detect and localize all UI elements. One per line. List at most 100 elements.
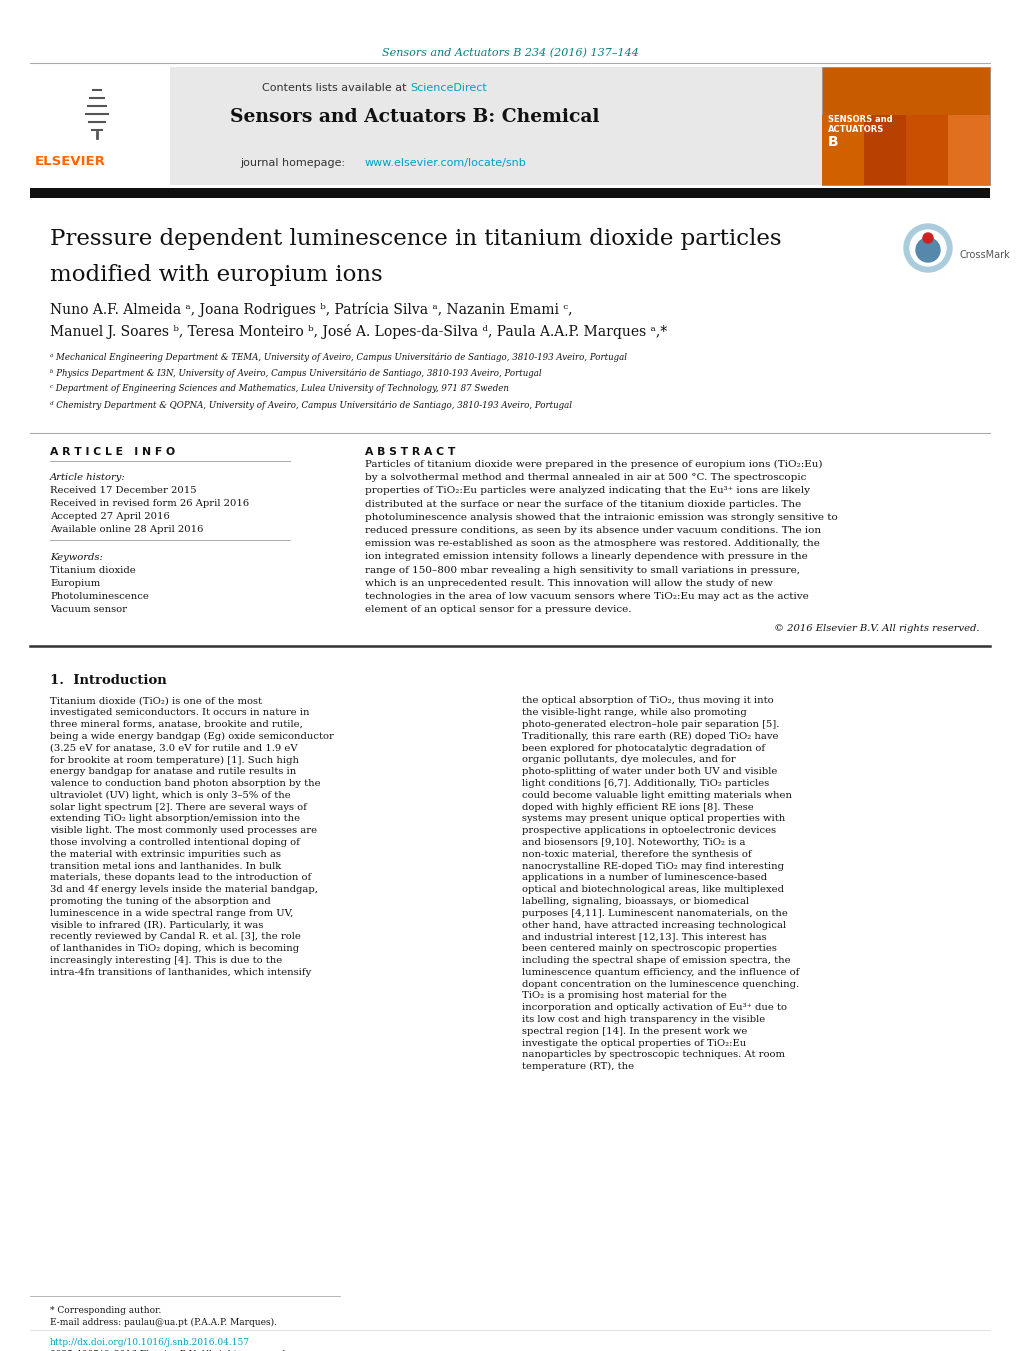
FancyBboxPatch shape [30,68,170,185]
Text: technologies in the area of low vacuum sensors where TiO₂:Eu may act as the acti: technologies in the area of low vacuum s… [365,592,808,601]
FancyBboxPatch shape [821,115,863,185]
Text: ACTUATORS: ACTUATORS [827,126,883,134]
Text: valence to conduction band photon absorption by the: valence to conduction band photon absorp… [50,780,320,788]
Text: its low cost and high transparency in the visible: its low cost and high transparency in th… [522,1015,764,1024]
Text: modified with europium ions: modified with europium ions [50,263,382,286]
Text: reduced pressure conditions, as seen by its absence under vacuum conditions. The: reduced pressure conditions, as seen by … [365,526,820,535]
Text: Particles of titanium dioxide were prepared in the presence of europium ions (Ti: Particles of titanium dioxide were prepa… [365,459,821,469]
Text: the material with extrinsic impurities such as: the material with extrinsic impurities s… [50,850,280,859]
Text: luminescence in a wide spectral range from UV,: luminescence in a wide spectral range fr… [50,909,293,917]
Circle shape [903,224,951,272]
Text: E-mail address: paulau@ua.pt (P.A.A.P. Marques).: E-mail address: paulau@ua.pt (P.A.A.P. M… [50,1319,277,1327]
Text: TiO₂ is a promising host material for the: TiO₂ is a promising host material for th… [522,992,726,1000]
Text: including the spectral shape of emission spectra, the: including the spectral shape of emission… [522,957,790,965]
Text: of lanthanides in TiO₂ doping, which is becoming: of lanthanides in TiO₂ doping, which is … [50,944,299,954]
Text: solar light spectrum [2]. There are several ways of: solar light spectrum [2]. There are seve… [50,802,307,812]
FancyBboxPatch shape [947,115,989,185]
Text: prospective applications in optoelectronic devices: prospective applications in optoelectron… [522,827,775,835]
Text: recently reviewed by Candal R. et al. [3], the role: recently reviewed by Candal R. et al. [3… [50,932,301,942]
Text: range of 150–800 mbar revealing a high sensitivity to small variations in pressu: range of 150–800 mbar revealing a high s… [365,566,799,574]
Text: Contents lists available at: Contents lists available at [262,82,410,93]
Text: nanoparticles by spectroscopic techniques. At room: nanoparticles by spectroscopic technique… [522,1050,785,1059]
Text: Pressure dependent luminescence in titanium dioxide particles: Pressure dependent luminescence in titan… [50,228,781,250]
Text: incorporation and optically activation of Eu³⁺ due to: incorporation and optically activation o… [522,1004,787,1012]
Text: emission was re-established as soon as the atmosphere was restored. Additionally: emission was re-established as soon as t… [365,539,819,549]
Text: spectral region [14]. In the present work we: spectral region [14]. In the present wor… [522,1027,747,1036]
Text: dopant concentration on the luminescence quenching.: dopant concentration on the luminescence… [522,979,798,989]
Text: the visible-light range, while also promoting: the visible-light range, while also prom… [522,708,746,717]
Circle shape [909,230,945,266]
Text: ᶜ Department of Engineering Sciences and Mathematics, Lulea University of Techno: ᶜ Department of Engineering Sciences and… [50,384,508,393]
Text: Titanium dioxide: Titanium dioxide [50,566,136,576]
Text: been explored for photocatalytic degradation of: been explored for photocatalytic degrada… [522,743,764,753]
Text: materials, these dopants lead to the introduction of: materials, these dopants lead to the int… [50,873,311,882]
Text: organic pollutants, dye molecules, and for: organic pollutants, dye molecules, and f… [522,755,735,765]
Text: and biosensors [9,10]. Noteworthy, TiO₂ is a: and biosensors [9,10]. Noteworthy, TiO₂ … [522,838,745,847]
Text: doped with highly efficient RE ions [8]. These: doped with highly efficient RE ions [8].… [522,802,753,812]
Text: ELSEVIER: ELSEVIER [35,155,106,168]
Text: applications in a number of luminescence-based: applications in a number of luminescence… [522,873,766,882]
Text: and industrial interest [12,13]. This interest has: and industrial interest [12,13]. This in… [522,932,766,942]
Text: ᵇ Physics Department & I3N, University of Aveiro, Campus Universitário de Santia: ᵇ Physics Department & I3N, University o… [50,367,541,377]
Text: labelling, signaling, bioassays, or biomedical: labelling, signaling, bioassays, or biom… [522,897,748,907]
FancyBboxPatch shape [905,115,947,185]
Text: Article history:: Article history: [50,473,125,482]
FancyBboxPatch shape [821,68,989,185]
Text: which is an unprecedented result. This innovation will allow the study of new: which is an unprecedented result. This i… [365,578,772,588]
Text: the optical absorption of TiO₂, thus moving it into: the optical absorption of TiO₂, thus mov… [522,696,772,705]
Text: Photoluminescence: Photoluminescence [50,592,149,601]
Text: (3.25 eV for anatase, 3.0 eV for rutile and 1.9 eV: (3.25 eV for anatase, 3.0 eV for rutile … [50,743,298,753]
Text: visible to infrared (IR). Particularly, it was: visible to infrared (IR). Particularly, … [50,920,263,929]
FancyBboxPatch shape [30,188,989,199]
Text: properties of TiO₂:Eu particles were analyzed indicating that the Eu³⁺ ions are : properties of TiO₂:Eu particles were ana… [365,486,809,496]
Text: * Corresponding author.: * Corresponding author. [50,1306,161,1315]
Text: photoluminescence analysis showed that the intraionic emission was strongly sens: photoluminescence analysis showed that t… [365,513,837,521]
Text: photo-generated electron–hole pair separation [5].: photo-generated electron–hole pair separ… [522,720,779,730]
Text: been centered mainly on spectroscopic properties: been centered mainly on spectroscopic pr… [522,944,776,954]
Text: three mineral forms, anatase, brookite and rutile,: three mineral forms, anatase, brookite a… [50,720,303,730]
Text: distributed at the surface or near the surface of the titanium dioxide particles: distributed at the surface or near the s… [365,500,801,508]
Text: 1.  Introduction: 1. Introduction [50,674,166,688]
Text: Received 17 December 2015: Received 17 December 2015 [50,486,197,494]
Text: nanocrystalline RE-doped TiO₂ may find interesting: nanocrystalline RE-doped TiO₂ may find i… [522,862,784,870]
Text: photo-splitting of water under both UV and visible: photo-splitting of water under both UV a… [522,767,776,777]
Text: increasingly interesting [4]. This is due to the: increasingly interesting [4]. This is du… [50,957,282,965]
Text: 3d and 4f energy levels inside the material bandgap,: 3d and 4f energy levels inside the mater… [50,885,318,894]
Text: http://dx.doi.org/10.1016/j.snb.2016.04.157: http://dx.doi.org/10.1016/j.snb.2016.04.… [50,1337,250,1347]
Text: those involving a controlled intentional doping of: those involving a controlled intentional… [50,838,300,847]
Text: ion integrated emission intensity follows a linearly dependence with pressure in: ion integrated emission intensity follow… [365,553,807,562]
Text: optical and biotechnological areas, like multiplexed: optical and biotechnological areas, like… [522,885,784,894]
Text: ScienceDirect: ScienceDirect [410,82,486,93]
Text: ultraviolet (UV) light, which is only 3–5% of the: ultraviolet (UV) light, which is only 3–… [50,790,290,800]
Text: Keywords:: Keywords: [50,553,103,562]
Text: Accepted 27 April 2016: Accepted 27 April 2016 [50,512,169,521]
Text: investigate the optical properties of TiO₂:Eu: investigate the optical properties of Ti… [522,1039,746,1047]
Text: CrossMark: CrossMark [959,250,1010,259]
Text: Sensors and Actuators B: Chemical: Sensors and Actuators B: Chemical [230,108,599,126]
Text: Sensors and Actuators B 234 (2016) 137–144: Sensors and Actuators B 234 (2016) 137–1… [381,49,638,58]
Text: visible light. The most commonly used processes are: visible light. The most commonly used pr… [50,827,317,835]
Text: transition metal ions and lanthanides. In bulk: transition metal ions and lanthanides. I… [50,862,281,870]
Text: Available online 28 April 2016: Available online 28 April 2016 [50,526,203,534]
Text: extending TiO₂ light absorption/emission into the: extending TiO₂ light absorption/emission… [50,815,300,823]
Text: promoting the tuning of the absorption and: promoting the tuning of the absorption a… [50,897,270,907]
Text: investigated semiconductors. It occurs in nature in: investigated semiconductors. It occurs i… [50,708,309,717]
Text: ᵈ Chemistry Department & QOPNA, University of Aveiro, Campus Universitário de Sa: ᵈ Chemistry Department & QOPNA, Universi… [50,400,572,409]
Text: B: B [827,135,838,149]
Text: for brookite at room temperature) [1]. Such high: for brookite at room temperature) [1]. S… [50,755,299,765]
Text: Received in revised form 26 April 2016: Received in revised form 26 April 2016 [50,499,249,508]
Text: light conditions [6,7]. Additionally, TiO₂ particles: light conditions [6,7]. Additionally, Ti… [522,780,768,788]
Text: could become valuable light emitting materials when: could become valuable light emitting mat… [522,790,791,800]
Text: being a wide energy bandgap (Eg) oxide semiconductor: being a wide energy bandgap (Eg) oxide s… [50,732,333,740]
Circle shape [922,232,932,243]
Text: Europium: Europium [50,580,100,588]
Text: www.elsevier.com/locate/snb: www.elsevier.com/locate/snb [365,158,526,168]
Text: A B S T R A C T: A B S T R A C T [365,447,454,457]
Text: A R T I C L E   I N F O: A R T I C L E I N F O [50,447,175,457]
FancyBboxPatch shape [30,68,821,185]
Text: Titanium dioxide (TiO₂) is one of the most: Titanium dioxide (TiO₂) is one of the mo… [50,696,262,705]
Text: intra-4fn transitions of lanthanides, which intensify: intra-4fn transitions of lanthanides, wh… [50,967,311,977]
Text: Nuno A.F. Almeida ᵃ, Joana Rodrigues ᵇ, Patrícia Silva ᵃ, Nazanin Emami ᶜ,: Nuno A.F. Almeida ᵃ, Joana Rodrigues ᵇ, … [50,303,572,317]
Text: systems may present unique optical properties with: systems may present unique optical prope… [522,815,785,823]
Text: © 2016 Elsevier B.V. All rights reserved.: © 2016 Elsevier B.V. All rights reserved… [773,624,979,634]
